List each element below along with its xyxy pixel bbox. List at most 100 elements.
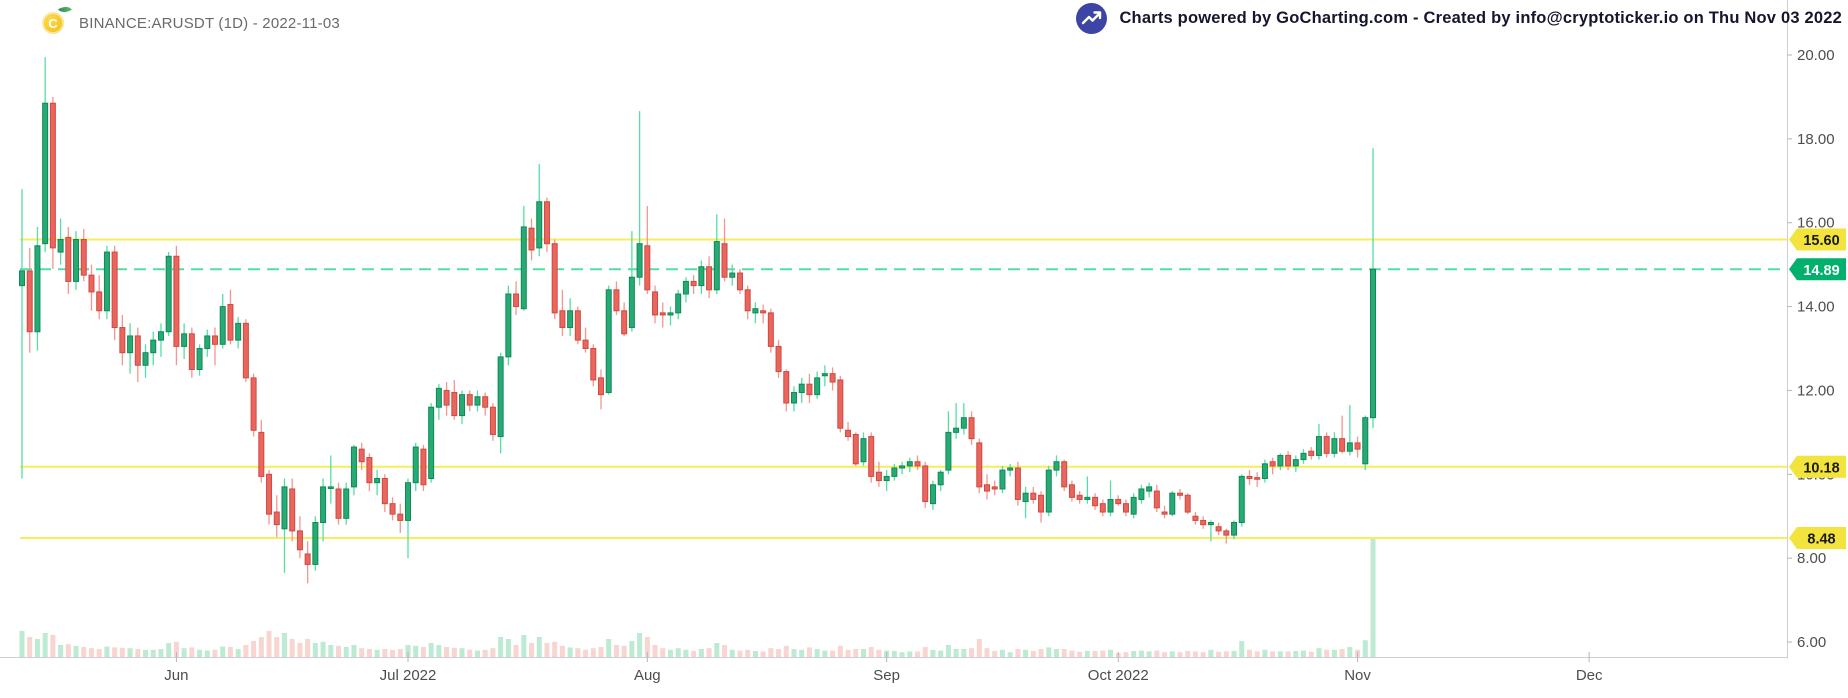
candle-body: [613, 289, 620, 312]
candle-body: [443, 389, 450, 406]
candle-body: [42, 102, 49, 245]
volume-bar: [258, 637, 264, 657]
price-badge-14.89[interactable]: [1789, 258, 1846, 281]
candle-body: [250, 377, 257, 431]
candle-body: [142, 352, 149, 366]
volume-bar: [1046, 647, 1052, 657]
volume-bar: [1177, 652, 1183, 657]
candle-body: [1207, 522, 1214, 526]
candle-body: [1038, 494, 1045, 513]
candle-body: [991, 486, 998, 490]
candle-body: [760, 310, 767, 314]
volume-bar: [73, 645, 79, 657]
price-badge-10.18[interactable]: [1789, 455, 1846, 478]
candle-body: [1177, 492, 1183, 496]
volume-bar: [150, 649, 156, 657]
candle-body: [628, 276, 635, 329]
price-badge-15.60[interactable]: [1789, 228, 1846, 251]
candle-body: [621, 310, 628, 335]
candle-body: [1107, 498, 1114, 513]
candle-body: [744, 289, 751, 312]
volume-bar: [1084, 651, 1090, 657]
volume-bar: [652, 645, 658, 657]
candle-body: [26, 270, 33, 333]
candle-body: [65, 236, 72, 282]
volume-bar: [42, 633, 48, 657]
volume-bar: [1077, 651, 1083, 657]
volume-bar: [1030, 651, 1036, 657]
candle-body: [374, 477, 381, 484]
volume-bar: [96, 649, 102, 657]
candle-body: [837, 379, 844, 429]
volume-bar: [1362, 640, 1368, 657]
candle-body: [1068, 484, 1075, 498]
candle-body: [868, 436, 875, 477]
price-tick-label: 18.00: [1797, 131, 1835, 148]
volume-bar: [1138, 650, 1144, 657]
candle-body: [574, 310, 581, 341]
candle-body: [567, 310, 574, 329]
volume-bar: [976, 639, 982, 657]
volume-bar: [590, 648, 596, 657]
volume-bar: [830, 650, 836, 657]
volume-bar: [1007, 652, 1013, 657]
candle-body: [1362, 417, 1369, 465]
time-tick-label: Jul 2022: [380, 667, 437, 684]
candle-body: [543, 201, 550, 245]
volume-bar: [644, 637, 650, 657]
candle-body: [636, 243, 643, 278]
price-badge-label: 14.89: [1803, 263, 1839, 279]
volume-bar: [984, 648, 990, 657]
volume-bar: [1316, 648, 1322, 657]
volume-bar: [251, 641, 257, 657]
volume-bar: [822, 650, 828, 657]
candle-body: [489, 406, 496, 435]
volume-bar: [220, 646, 226, 657]
volume-bar: [336, 645, 342, 657]
candle-body: [1285, 454, 1292, 467]
candle-body: [1153, 490, 1160, 509]
candle-body: [312, 522, 319, 565]
candle-body: [960, 417, 967, 429]
volume-bar: [405, 645, 411, 657]
time-axis[interactable]: Jun Jul 2022 Aug Sep Oct 2022 Nov Dec: [164, 652, 1603, 684]
symbol-title: BINANCE:ARUSDT (1D) - 2022-11-03: [79, 14, 340, 32]
candle-body: [559, 310, 566, 329]
volume-bar: [1023, 649, 1029, 657]
candle-body: [883, 475, 890, 482]
volume-bar: [420, 647, 426, 657]
volume-bar: [776, 649, 782, 657]
candle-body: [482, 396, 489, 408]
volume-bar: [853, 649, 859, 657]
volume-bar: [1331, 649, 1337, 657]
candle-body: [505, 293, 512, 358]
volume-bar: [845, 649, 851, 657]
volume-bar: [1208, 649, 1214, 657]
volume-bar: [328, 645, 334, 657]
candle-body: [1346, 442, 1353, 452]
volume-bar: [583, 649, 589, 657]
volume-bar: [922, 647, 928, 657]
price-tick-label: 16.00: [1797, 215, 1835, 232]
volume-bar: [397, 649, 403, 657]
volume-bar: [1123, 652, 1129, 657]
candle-body: [690, 280, 697, 287]
volume-pane: [19, 539, 1376, 657]
candle-body: [1223, 530, 1230, 536]
candle-body: [976, 442, 983, 488]
candle-body: [1092, 496, 1099, 507]
candle-body: [1323, 436, 1330, 454]
volume-bar: [637, 633, 643, 657]
volume-bar: [513, 645, 519, 657]
candle-body: [1030, 492, 1037, 500]
price-badge-8.48[interactable]: [1789, 527, 1846, 550]
volume-bar: [799, 649, 805, 657]
price-tick-label: 8.00: [1797, 550, 1826, 567]
volume-bar: [474, 650, 480, 657]
volume-bar: [1038, 649, 1044, 657]
volume-bar: [1192, 651, 1198, 657]
candle-body: [675, 293, 682, 314]
candle-body: [19, 270, 25, 287]
